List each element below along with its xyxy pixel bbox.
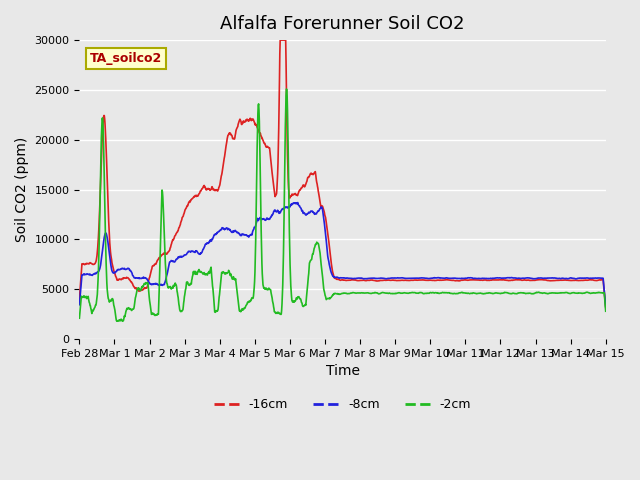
X-axis label: Time: Time — [326, 364, 360, 378]
Legend: -16cm, -8cm, -2cm: -16cm, -8cm, -2cm — [209, 394, 476, 416]
Title: Alfalfa Forerunner Soil CO2: Alfalfa Forerunner Soil CO2 — [220, 15, 465, 33]
Y-axis label: Soil CO2 (ppm): Soil CO2 (ppm) — [15, 137, 29, 242]
Text: TA_soilco2: TA_soilco2 — [90, 52, 162, 65]
